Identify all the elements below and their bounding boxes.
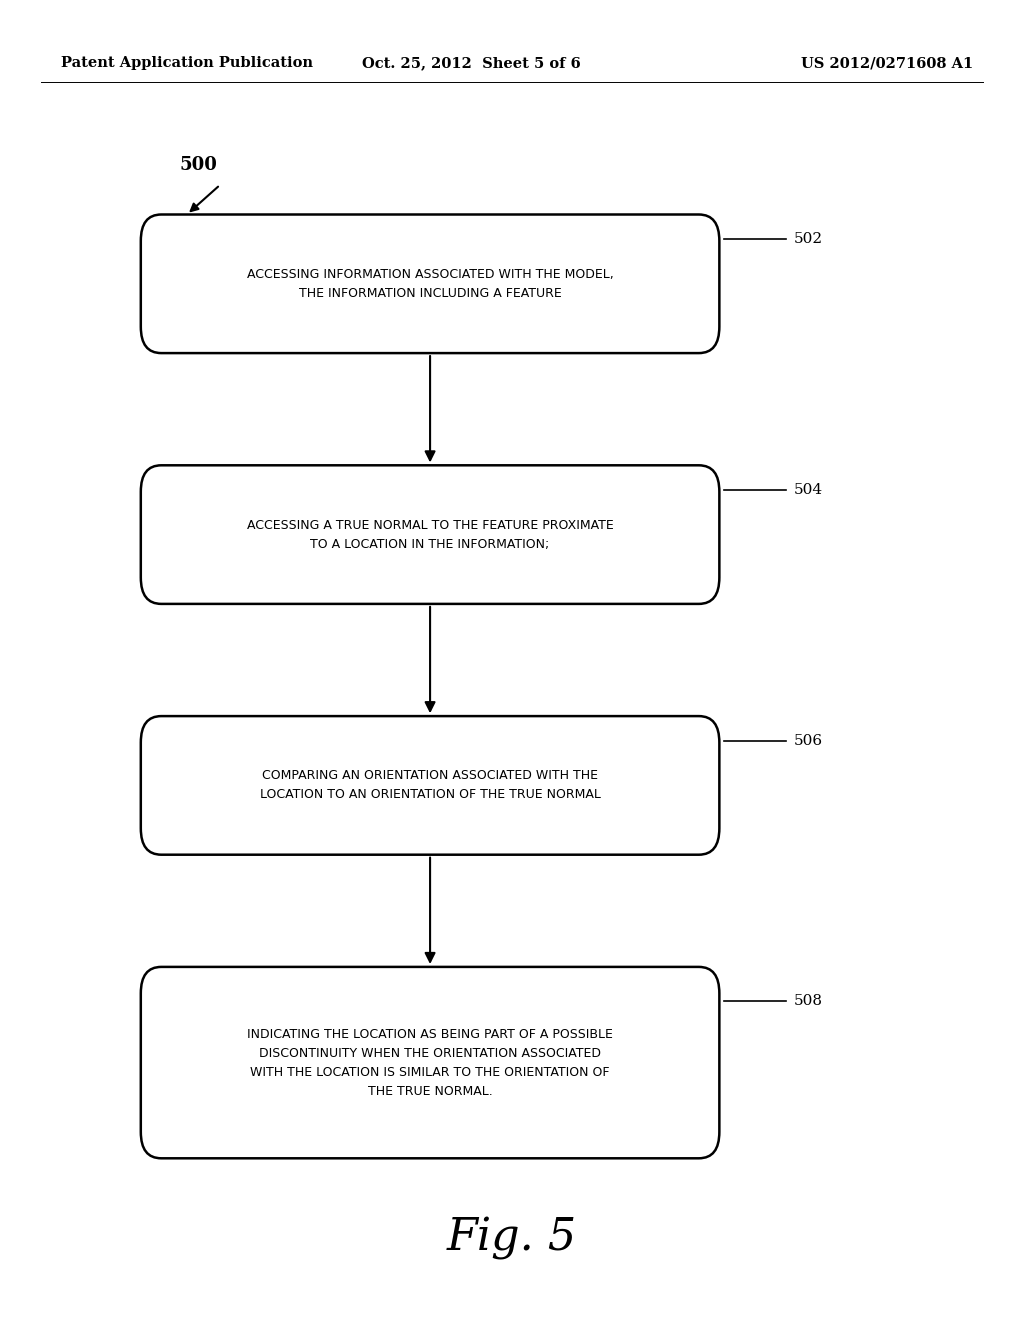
FancyBboxPatch shape (141, 715, 719, 855)
Text: 502: 502 (794, 232, 823, 247)
Text: 506: 506 (794, 734, 823, 748)
FancyBboxPatch shape (141, 966, 719, 1159)
Text: 504: 504 (794, 483, 823, 498)
Text: ACCESSING A TRUE NORMAL TO THE FEATURE PROXIMATE
TO A LOCATION IN THE INFORMATIO: ACCESSING A TRUE NORMAL TO THE FEATURE P… (247, 519, 613, 550)
Text: Patent Application Publication: Patent Application Publication (61, 57, 313, 70)
Text: US 2012/0271608 A1: US 2012/0271608 A1 (801, 57, 973, 70)
Text: Fig. 5: Fig. 5 (446, 1217, 578, 1259)
Text: ACCESSING INFORMATION ASSOCIATED WITH THE MODEL,
THE INFORMATION INCLUDING A FEA: ACCESSING INFORMATION ASSOCIATED WITH TH… (247, 268, 613, 300)
Text: Oct. 25, 2012  Sheet 5 of 6: Oct. 25, 2012 Sheet 5 of 6 (361, 57, 581, 70)
FancyBboxPatch shape (141, 214, 719, 352)
Text: INDICATING THE LOCATION AS BEING PART OF A POSSIBLE
DISCONTINUITY WHEN THE ORIEN: INDICATING THE LOCATION AS BEING PART OF… (247, 1027, 613, 1098)
FancyBboxPatch shape (141, 466, 719, 605)
Text: 508: 508 (794, 994, 823, 1008)
Text: 500: 500 (179, 156, 217, 174)
Text: COMPARING AN ORIENTATION ASSOCIATED WITH THE
LOCATION TO AN ORIENTATION OF THE T: COMPARING AN ORIENTATION ASSOCIATED WITH… (260, 770, 600, 801)
